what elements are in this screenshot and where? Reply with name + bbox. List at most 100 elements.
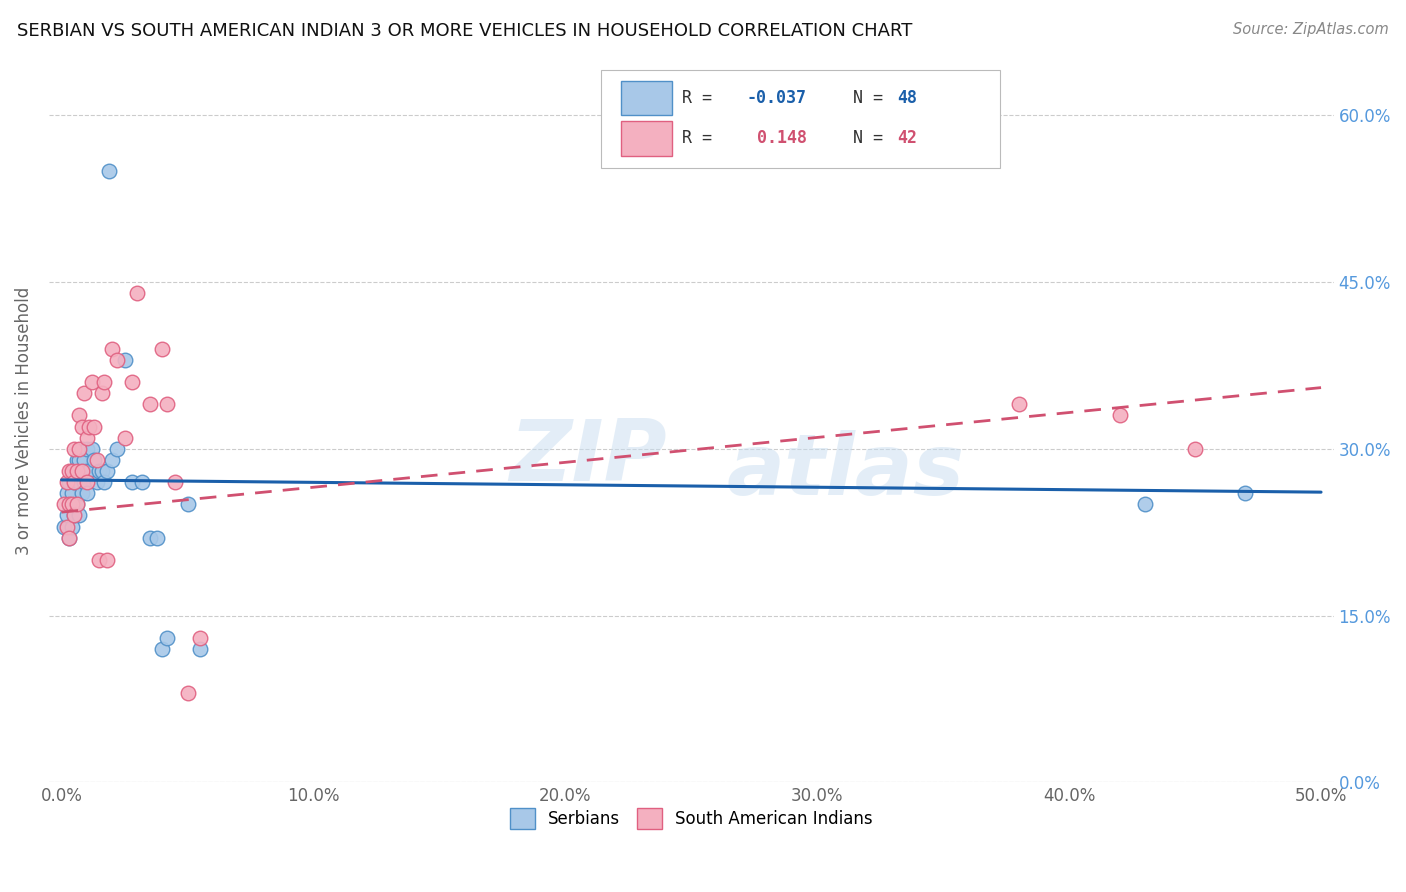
Point xyxy=(138,531,160,545)
Point xyxy=(83,453,105,467)
Text: N =: N = xyxy=(832,129,893,147)
Point xyxy=(1108,409,1130,423)
Point xyxy=(70,419,93,434)
Text: R =: R = xyxy=(682,89,723,107)
Point xyxy=(67,453,90,467)
Point xyxy=(60,486,83,500)
Point xyxy=(114,352,136,367)
Point xyxy=(150,641,173,656)
Point xyxy=(1008,397,1031,411)
Point xyxy=(70,486,93,500)
Text: 42: 42 xyxy=(897,129,917,147)
Point xyxy=(58,531,80,545)
Point xyxy=(58,497,80,511)
Point xyxy=(90,386,112,401)
Point xyxy=(55,508,77,523)
Point xyxy=(58,531,80,545)
Point xyxy=(96,553,118,567)
Point xyxy=(121,475,143,490)
Point xyxy=(80,442,103,456)
Point xyxy=(53,497,76,511)
Point xyxy=(93,375,115,389)
Point xyxy=(121,375,143,389)
Point xyxy=(63,508,86,523)
Point xyxy=(1234,486,1257,500)
Point xyxy=(66,497,89,511)
Point xyxy=(55,486,77,500)
Point xyxy=(63,475,86,490)
Point xyxy=(93,475,115,490)
Legend: Serbians, South American Indians: Serbians, South American Indians xyxy=(503,802,880,836)
Point xyxy=(86,453,108,467)
Point xyxy=(63,442,86,456)
Point xyxy=(58,475,80,490)
Bar xyxy=(620,121,672,156)
Text: -0.037: -0.037 xyxy=(747,89,807,107)
Point xyxy=(77,464,100,478)
FancyBboxPatch shape xyxy=(602,70,1000,168)
Point xyxy=(60,497,83,511)
Y-axis label: 3 or more Vehicles in Household: 3 or more Vehicles in Household xyxy=(15,287,32,555)
Point xyxy=(66,464,89,478)
Point xyxy=(60,464,83,478)
Point xyxy=(89,553,111,567)
Point xyxy=(101,342,124,356)
Text: SERBIAN VS SOUTH AMERICAN INDIAN 3 OR MORE VEHICLES IN HOUSEHOLD CORRELATION CHA: SERBIAN VS SOUTH AMERICAN INDIAN 3 OR MO… xyxy=(17,22,912,40)
Point xyxy=(101,453,124,467)
Text: R =: R = xyxy=(682,129,723,147)
Point xyxy=(63,508,86,523)
Text: N =: N = xyxy=(832,89,893,107)
Point xyxy=(138,397,160,411)
Point xyxy=(89,464,111,478)
Point xyxy=(96,464,118,478)
Point xyxy=(67,508,90,523)
Bar xyxy=(620,80,672,115)
Point xyxy=(60,519,83,533)
Point xyxy=(67,409,90,423)
Point xyxy=(58,464,80,478)
Point xyxy=(176,686,198,700)
Point xyxy=(146,531,169,545)
Point xyxy=(58,497,80,511)
Point xyxy=(90,464,112,478)
Point xyxy=(73,386,96,401)
Point xyxy=(83,419,105,434)
Point xyxy=(156,631,179,645)
Point xyxy=(66,453,89,467)
Point xyxy=(76,475,98,490)
Point xyxy=(70,442,93,456)
Point xyxy=(73,453,96,467)
Point xyxy=(150,342,173,356)
Point xyxy=(98,163,121,178)
Point xyxy=(80,375,103,389)
Point xyxy=(1184,442,1206,456)
Point xyxy=(70,464,93,478)
Point xyxy=(60,464,83,478)
Point xyxy=(55,475,77,490)
Point xyxy=(131,475,153,490)
Text: atlas: atlas xyxy=(727,430,965,513)
Point xyxy=(66,497,89,511)
Point xyxy=(127,286,149,301)
Point xyxy=(76,464,98,478)
Point xyxy=(156,397,179,411)
Point xyxy=(55,519,77,533)
Point xyxy=(63,475,86,490)
Point xyxy=(105,352,128,367)
Point xyxy=(73,475,96,490)
Text: ZIP: ZIP xyxy=(510,416,668,499)
Text: Source: ZipAtlas.com: Source: ZipAtlas.com xyxy=(1233,22,1389,37)
Point xyxy=(86,475,108,490)
Point xyxy=(67,475,90,490)
Point xyxy=(176,497,198,511)
Text: 0.148: 0.148 xyxy=(747,129,807,147)
Point xyxy=(76,486,98,500)
Text: 48: 48 xyxy=(897,89,917,107)
Point xyxy=(67,442,90,456)
Point xyxy=(188,641,211,656)
Point xyxy=(1133,497,1156,511)
Point xyxy=(53,519,76,533)
Point xyxy=(114,431,136,445)
Point xyxy=(76,431,98,445)
Point xyxy=(63,464,86,478)
